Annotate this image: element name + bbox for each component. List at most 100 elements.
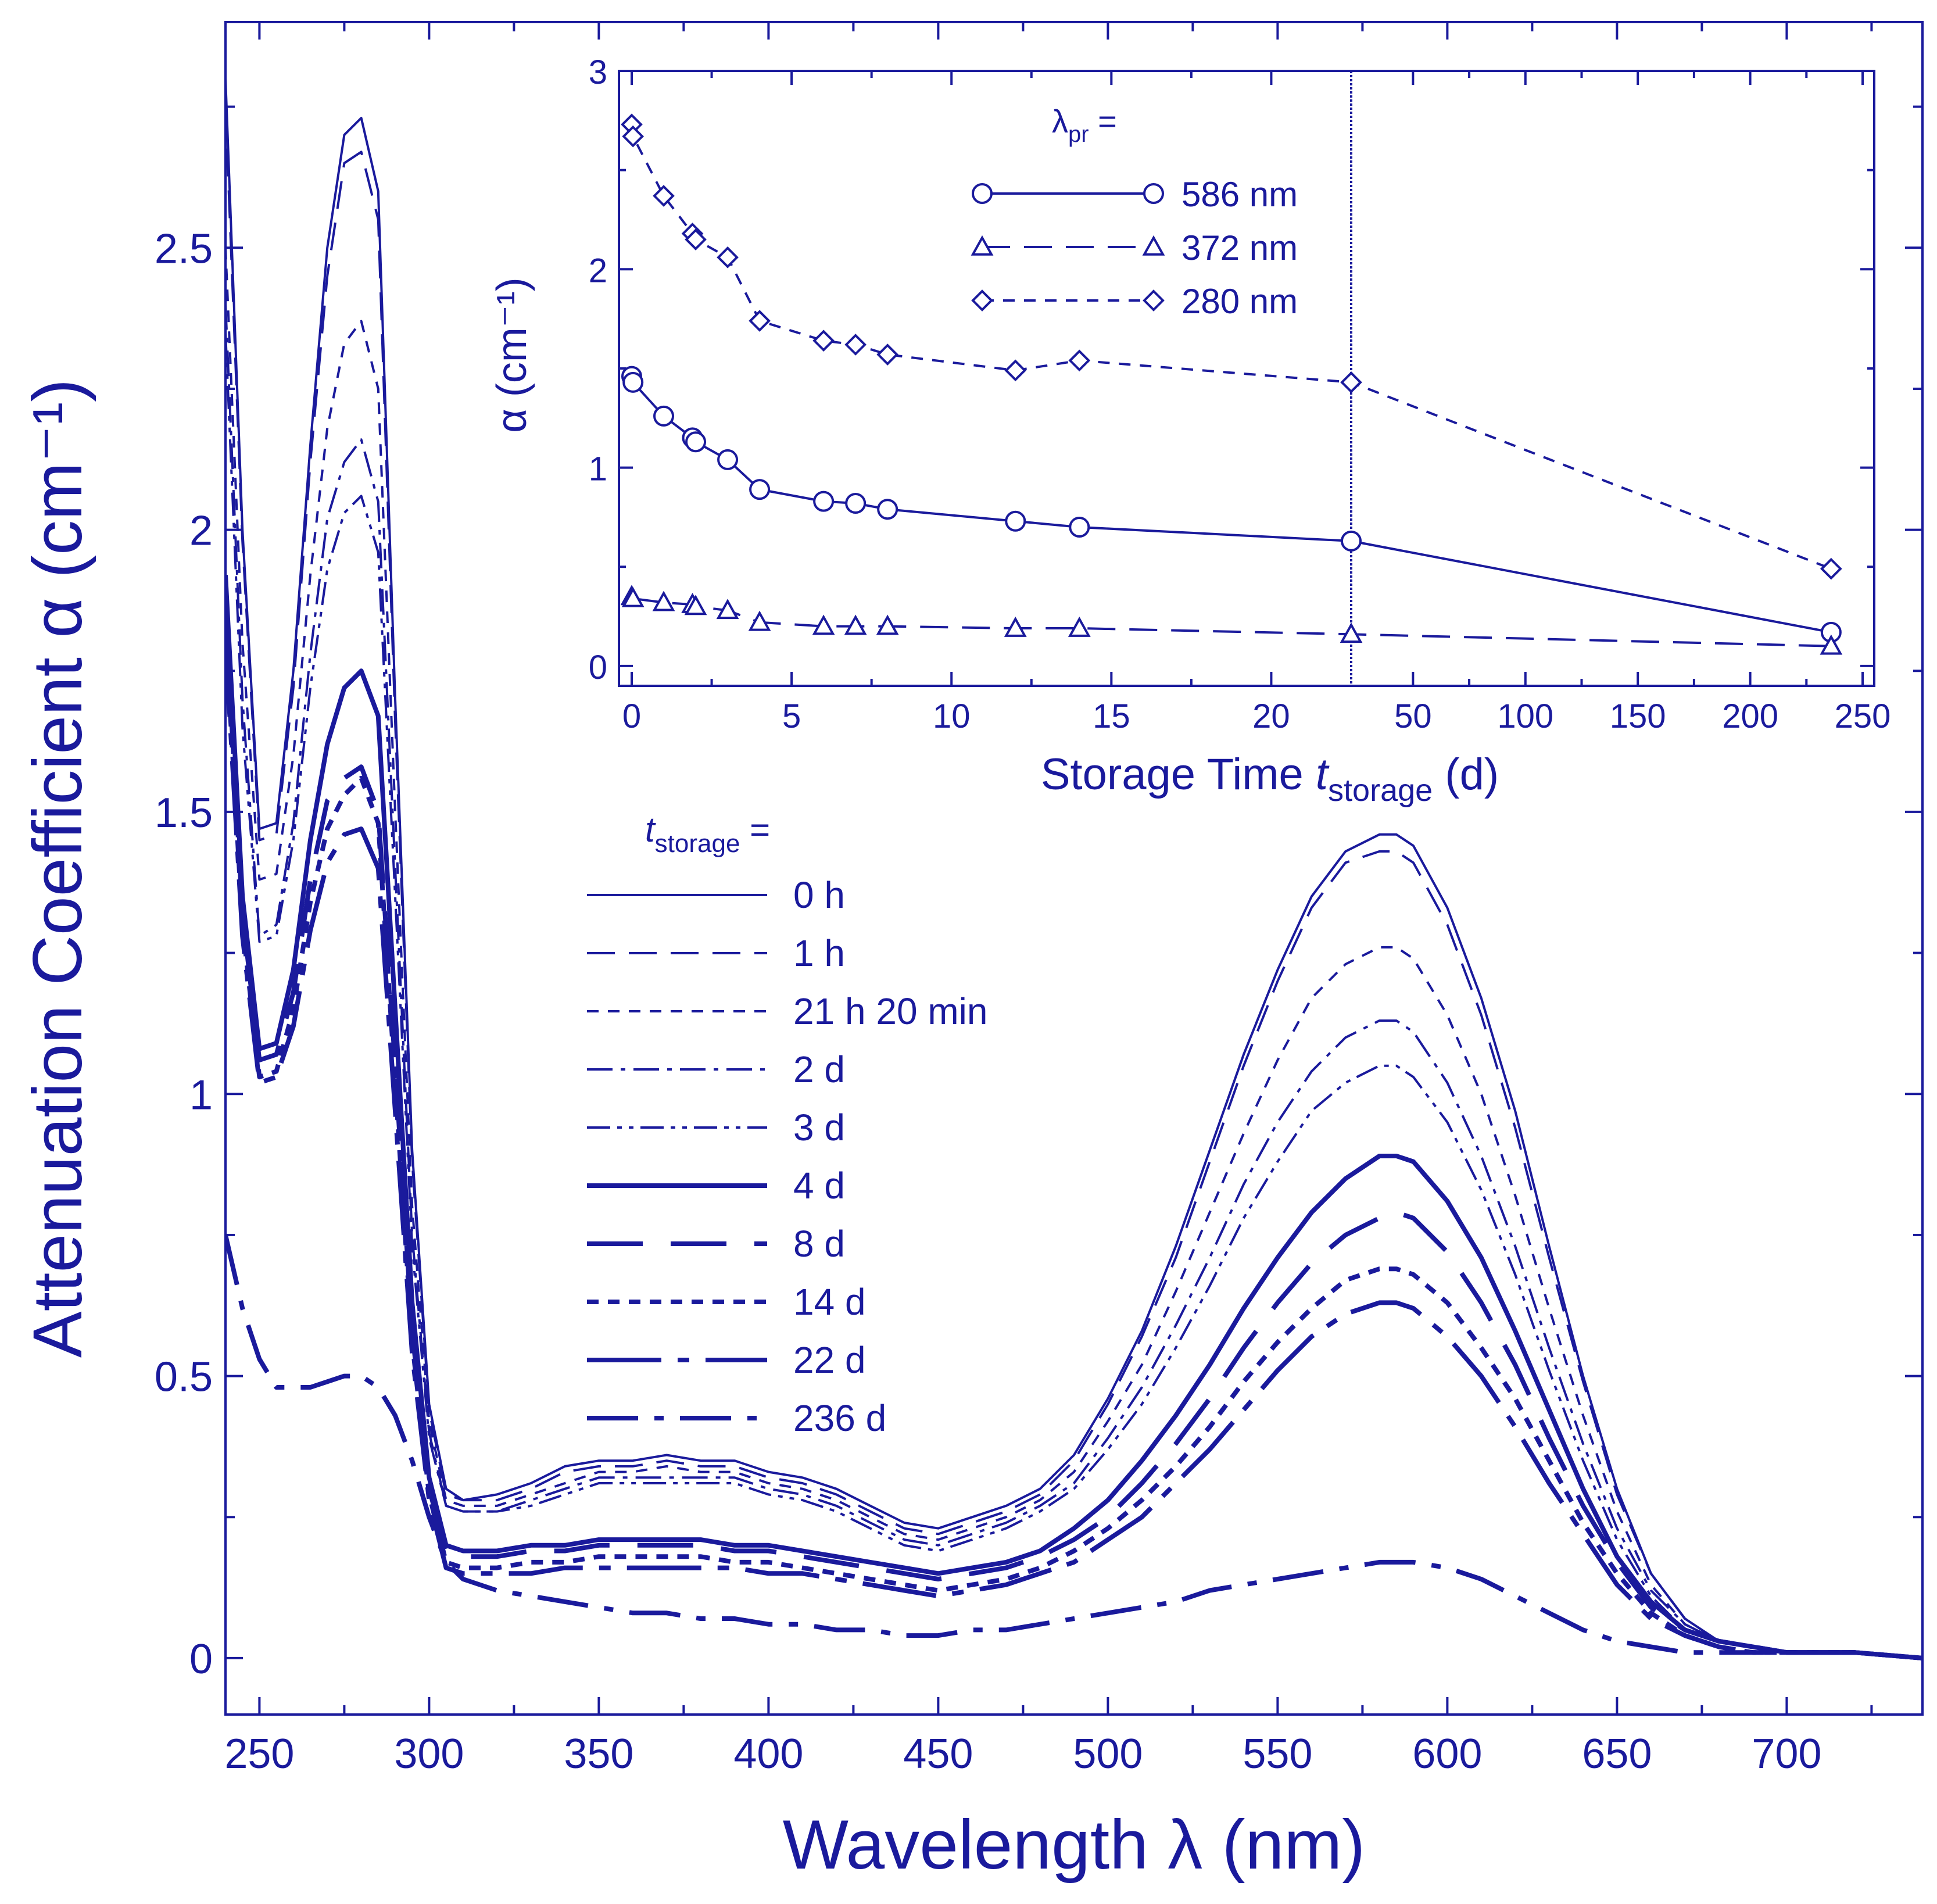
inset-x-tick-label: 5 <box>782 697 801 735</box>
inset-point-280-nm <box>844 334 867 356</box>
inset-x-tick-label: 200 <box>1722 697 1778 735</box>
x-tick-label: 700 <box>1752 1731 1821 1777</box>
inset-point-280-nm <box>812 330 835 352</box>
inset-legend-marker-280-nm <box>971 289 993 312</box>
inset-point-586-nm <box>653 405 675 427</box>
y-tick-label: 1.5 <box>155 790 213 836</box>
legend-label-1-h: 1 h <box>793 932 845 974</box>
series-line-236-d <box>225 1234 1922 1660</box>
inset-point-280-nm <box>717 246 739 269</box>
inset-point-586-nm <box>1069 516 1090 538</box>
inset-point-372-nm <box>1068 616 1091 637</box>
inset-legend-label-372-nm: 372 nm <box>1181 228 1298 267</box>
x-tick-label: 300 <box>394 1731 464 1777</box>
inset-legend-title: λpr = <box>1052 103 1117 147</box>
inset-point-586-nm <box>845 493 867 514</box>
series-line-22-d <box>225 642 1922 1660</box>
inset-legend-marker-372-nm <box>971 235 994 256</box>
inset-frame <box>618 70 1875 687</box>
legend-label-21-h-20-min: 21 h 20 min <box>793 990 987 1032</box>
x-tick-label: 600 <box>1412 1731 1482 1777</box>
inset-x-tick-label: 10 <box>933 697 971 735</box>
inset-x-tick-label: 100 <box>1497 697 1553 735</box>
inset-plot: 0 5 10 15 20 50 100 150 200 250 0 1 2 3 Storage Time t… <box>489 53 1891 808</box>
x-tick-label: 650 <box>1582 1731 1652 1777</box>
x-tick-label: 500 <box>1073 1731 1143 1777</box>
inset-point-586-nm <box>685 431 707 453</box>
inset-legend-label-280-nm: 280 nm <box>1181 282 1298 321</box>
inset-point-280-nm <box>876 343 899 366</box>
x-axis-title: Wavelength λ (nm) <box>783 1806 1366 1884</box>
inset-point-372-nm <box>844 614 867 635</box>
x-tick-label: 250 <box>224 1731 294 1777</box>
inset-point-280-nm <box>1068 349 1091 372</box>
x-tick-label: 450 <box>903 1731 973 1777</box>
inset-point-586-nm <box>813 491 835 512</box>
inset-x-tick-label: 50 <box>1394 697 1432 735</box>
inset-x-tick-label: 20 <box>1252 697 1290 735</box>
inset-x-tick-label: 0 <box>622 697 641 735</box>
inset-y-tick-label: 0 <box>589 649 607 686</box>
main-plot-frame <box>224 21 1924 1716</box>
inset-series-line-372-nm <box>631 596 1831 647</box>
inset-point-372-nm <box>621 586 645 607</box>
legend-label-2-d: 2 d <box>793 1048 845 1090</box>
inset-point-280-nm <box>622 125 645 148</box>
legend-label-236-d: 236 d <box>793 1397 886 1439</box>
inset-point-372-nm <box>684 595 707 615</box>
inset-point-280-nm <box>1004 359 1027 382</box>
main-plot: 250 300 350 400 450 500 550 600 650 70000.511.522… <box>19 21 1924 1884</box>
series-line-1-h <box>225 106 1922 1659</box>
x-tick-label: 550 <box>1243 1731 1312 1777</box>
y-axis-title: Attenuation Coefficient α (cm⁻¹) <box>19 379 96 1358</box>
inset-point-280-nm <box>685 228 707 250</box>
inset-point-372-nm <box>812 614 835 635</box>
inset-y-tick-label: 2 <box>589 252 607 289</box>
inset-x-tick-label: 250 <box>1835 697 1891 735</box>
legend-label-22-d: 22 d <box>793 1339 866 1381</box>
inset-point-372-nm <box>652 590 675 611</box>
inset-point-372-nm <box>876 614 899 635</box>
inset-x-tick-label: 150 <box>1610 697 1666 735</box>
inset-y-tick-label: 3 <box>589 53 607 91</box>
series-line-21-h-20-min <box>225 248 1922 1659</box>
inset-point-372-nm <box>748 610 771 631</box>
inset-legend-marker-586-nm <box>1143 183 1164 204</box>
inset-point-280-nm <box>1340 371 1362 393</box>
inset-series-line-280-nm <box>631 124 1832 570</box>
legend-label-0-h: 0 h <box>793 874 845 916</box>
inset-point-586-nm <box>1341 530 1362 552</box>
inset-point-586-nm <box>877 499 898 520</box>
inset-point-280-nm <box>1820 557 1842 580</box>
inset-legend-marker-586-nm <box>972 183 993 204</box>
inset-point-372-nm <box>716 599 739 620</box>
inset-legend-marker-280-nm <box>1143 289 1165 312</box>
series-line-14-d <box>225 631 1922 1660</box>
inset-legend-marker-372-nm <box>1142 235 1165 256</box>
inset-point-280-nm <box>749 310 771 332</box>
x-tick-label: 400 <box>733 1731 803 1777</box>
inset-point-586-nm <box>1005 510 1026 532</box>
inset-point-372-nm <box>1004 616 1027 637</box>
inset-x-axis-title: Storage Time tstorage (d) <box>1041 750 1499 808</box>
series-line-4-d <box>225 575 1922 1660</box>
inset-point-280-nm <box>653 185 675 207</box>
y-tick-label: 1 <box>189 1072 213 1118</box>
inset-point-372-nm <box>1820 634 1843 655</box>
legend-label-8-d: 8 d <box>793 1223 845 1265</box>
inset-y-axis-title: α (cm⁻¹) <box>489 277 535 433</box>
inset-point-586-nm <box>622 371 644 393</box>
inset-point-586-nm <box>749 479 771 500</box>
inset-x-tick-label: 15 <box>1093 697 1130 735</box>
legend-title: tstorage = <box>645 810 770 858</box>
series-line-2-d <box>225 304 1922 1659</box>
inset-point-372-nm <box>1340 622 1363 643</box>
legend-label-14-d: 14 d <box>793 1281 866 1323</box>
legend-label-4-d: 4 d <box>793 1165 845 1207</box>
inset-point-586-nm <box>717 449 739 470</box>
series-line-8-d <box>225 614 1922 1660</box>
y-tick-label: 0.5 <box>155 1354 213 1401</box>
y-tick-label: 0 <box>189 1636 213 1683</box>
y-tick-label: 2 <box>189 508 213 554</box>
